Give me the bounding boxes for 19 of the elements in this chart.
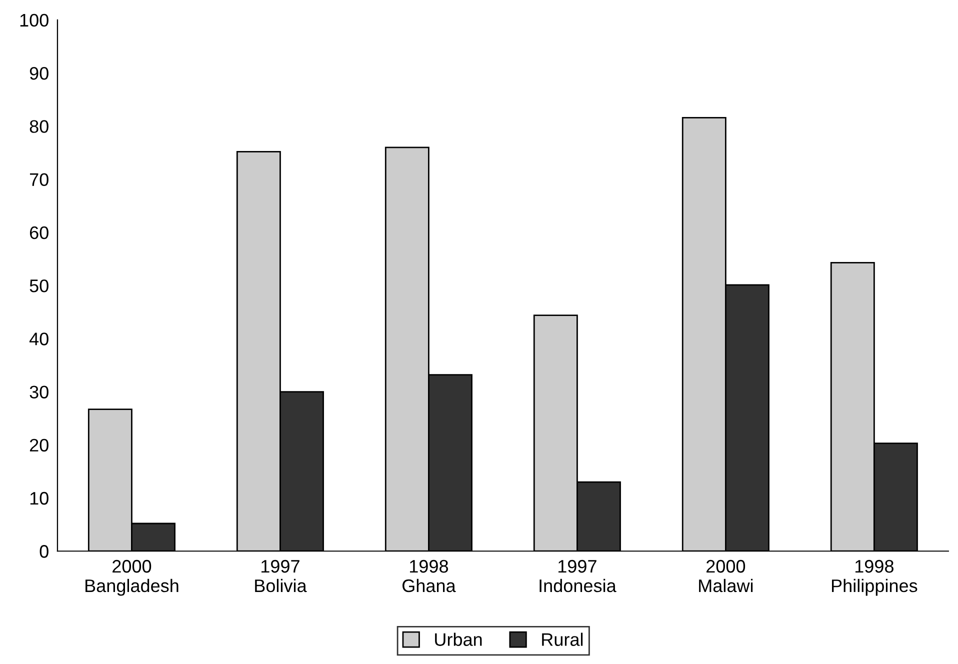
y-tick-label: 80 — [30, 120, 48, 133]
y-tick-label: 100 — [20, 14, 48, 27]
x-tick-label: 1998 Ghana — [402, 560, 456, 592]
legend-label: Urban — [435, 632, 482, 646]
y-tick-label: 90 — [30, 66, 48, 80]
y-tick-label: 0 — [40, 545, 48, 558]
y-tick-label: 40 — [29, 332, 48, 346]
x-tick-label: 1997 Indonesia — [540, 560, 616, 592]
y-tick-label: 60 — [30, 226, 48, 240]
legend-label: Rural — [542, 632, 583, 646]
x-tick-label: 1997 Bolivia — [255, 560, 307, 592]
x-tick-label: 2000 Bangladesh — [86, 560, 178, 596]
y-tick-label: 50 — [30, 279, 48, 292]
x-tick-label: 2000 Malawi — [699, 560, 753, 592]
y-tick-label: 20 — [30, 438, 48, 452]
y-tick-label: 30 — [30, 386, 48, 398]
y-tick-label: 70 — [30, 173, 48, 186]
x-tick-label: 1998 Philippines — [832, 560, 918, 596]
y-tick-label: 10 — [30, 492, 48, 505]
